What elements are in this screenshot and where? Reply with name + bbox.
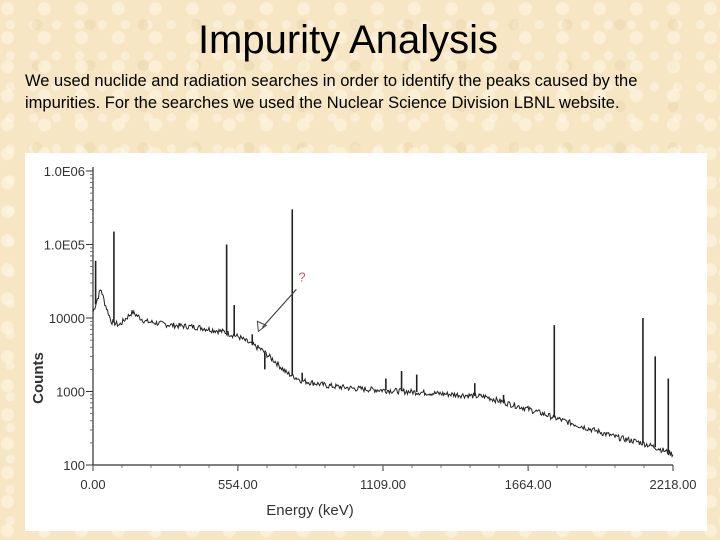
question-annotation: ? xyxy=(256,269,306,333)
x-tick-label: 0.00 xyxy=(80,477,105,492)
y-tick-label: 1.0E06 xyxy=(44,164,85,179)
y-tick-label: 1.0E05 xyxy=(44,238,85,253)
spectrum-peaks xyxy=(94,209,670,453)
y-axis-label: Counts xyxy=(30,352,47,404)
y-tick-label: 1000 xyxy=(56,385,85,400)
x-tick-label: 2218.00 xyxy=(650,477,697,492)
y-tick-label: 100 xyxy=(63,458,85,473)
annotation-arrow-shaft xyxy=(261,288,297,328)
spectrum-trace xyxy=(92,289,674,459)
x-tick-label: 554.00 xyxy=(218,477,258,492)
x-tick-label: 1664.00 xyxy=(505,477,552,492)
annotation-question-mark: ? xyxy=(298,269,305,284)
chart-axes xyxy=(92,167,673,466)
slide-body-text: We used nuclide and radiation searches i… xyxy=(25,72,638,112)
x-axis-ticks: 0.00 554.00 1109.00 1664.00 2218.00 xyxy=(80,465,697,492)
y-axis-ticks: 1.0E06 1.0E05 10000 1000 100 xyxy=(44,164,93,473)
spectrum-chart: 1.0E06 1.0E05 10000 1000 100 0.00 554.00 1109.… xyxy=(25,153,707,531)
x-tick-label: 1109.00 xyxy=(360,477,406,492)
y-tick-label: 10000 xyxy=(49,311,85,326)
spectrum-chart-svg: 1.0E06 1.0E05 10000 1000 100 0.00 554.00 1109.… xyxy=(30,164,697,519)
slide-title: Impurity Analysis xyxy=(197,18,499,62)
x-axis-label: Energy (keV) xyxy=(266,502,354,519)
annotation-arrow-head xyxy=(256,320,268,333)
